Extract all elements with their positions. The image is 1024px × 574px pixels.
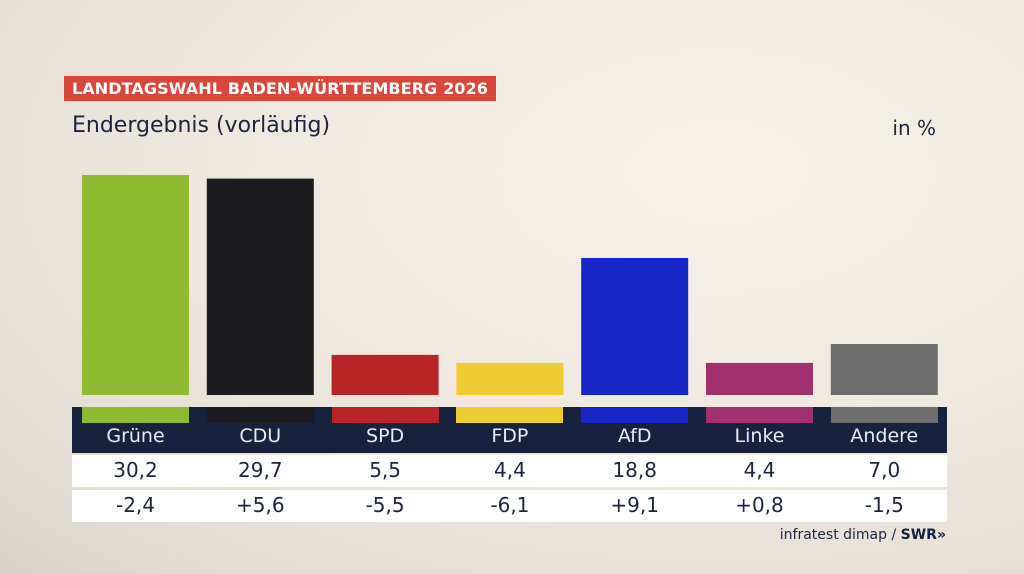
bar-fdp bbox=[456, 362, 564, 395]
result-row: 30,2 29,7 5,5 4,4 18,8 4,4 7,0 bbox=[72, 455, 947, 487]
result-value: 5,5 bbox=[369, 458, 401, 482]
result-value: 30,2 bbox=[113, 458, 158, 482]
change-value: -2,4 bbox=[115, 493, 156, 517]
change-row: -2,4 +5,6 -5,5 -6,1 +9,1 +0,8 -1,5 bbox=[72, 490, 947, 522]
unit-label: in % bbox=[892, 116, 936, 140]
change-value: -1,5 bbox=[864, 493, 904, 517]
party-color-strip bbox=[82, 407, 189, 423]
party-color-strip bbox=[331, 407, 439, 423]
election-title-badge: LANDTAGSWAHL BADEN-WÜRTTEMBERG 2026 bbox=[64, 76, 496, 101]
result-value: 29,7 bbox=[238, 458, 283, 482]
swr-logo: SWR» bbox=[900, 527, 946, 543]
result-value: 4,4 bbox=[493, 458, 526, 482]
party-label: Grüne bbox=[106, 425, 165, 447]
bar-spd bbox=[331, 354, 439, 395]
source-text: infratest dimap / bbox=[779, 527, 901, 543]
party-label: SPD bbox=[366, 425, 405, 447]
party-color-strip bbox=[830, 407, 938, 423]
party-label: AfD bbox=[617, 425, 652, 447]
chart-subtitle: Endergebnis (vorläufig) bbox=[72, 113, 331, 138]
change-value: -6,1 bbox=[490, 493, 530, 517]
bar-afd bbox=[581, 258, 689, 395]
bar-linke bbox=[706, 362, 813, 395]
bar-andere bbox=[830, 344, 938, 395]
party-color-strip bbox=[206, 407, 314, 423]
result-value: 7,0 bbox=[868, 458, 901, 482]
party-label: Linke bbox=[734, 425, 785, 447]
party-label: FDP bbox=[491, 425, 529, 447]
party-color-strip bbox=[581, 407, 689, 423]
results-table: Grüne CDU SPD FDP AfD Linke Andere 30,2 29,7 5,5… bbox=[72, 407, 947, 522]
party-label: CDU bbox=[239, 425, 282, 447]
bar-grüne bbox=[82, 175, 189, 395]
party-label: Andere bbox=[850, 425, 919, 447]
party-color-strip bbox=[456, 407, 564, 423]
party-header-row: Grüne CDU SPD FDP AfD Linke Andere bbox=[72, 407, 947, 453]
change-value: -5,5 bbox=[365, 493, 405, 517]
change-value: +0,8 bbox=[735, 493, 784, 517]
result-value: 4,4 bbox=[743, 458, 776, 482]
double-chevron-right-icon: » bbox=[936, 527, 946, 543]
change-value: +5,6 bbox=[236, 493, 285, 517]
result-value: 18,8 bbox=[612, 458, 657, 482]
bar-cdu bbox=[206, 178, 314, 395]
party-color-strip bbox=[706, 407, 813, 423]
change-value: +9,1 bbox=[610, 493, 659, 517]
source-credit: infratest dimap / SWR» bbox=[780, 527, 946, 543]
